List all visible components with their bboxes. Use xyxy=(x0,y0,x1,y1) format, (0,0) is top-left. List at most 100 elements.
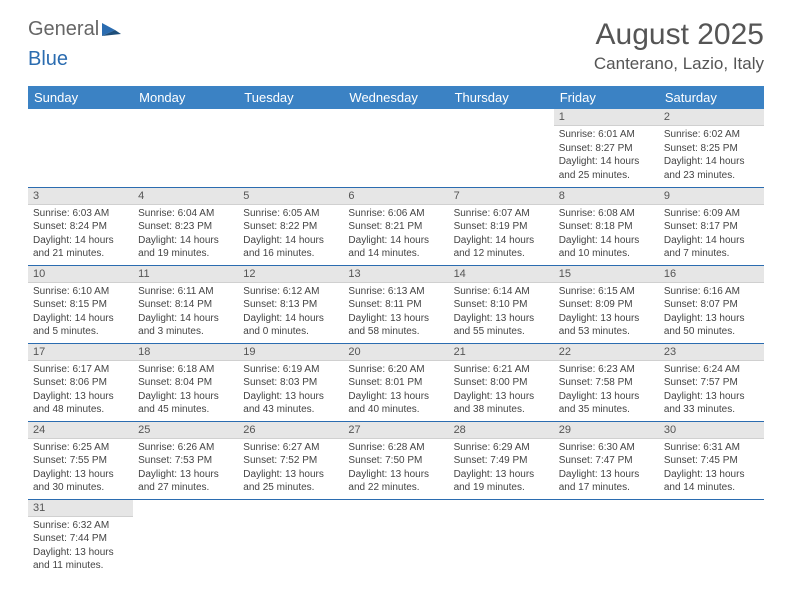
daylight-text-2: and 27 minutes. xyxy=(138,481,233,495)
sunset-text: Sunset: 8:03 PM xyxy=(243,376,338,390)
day-number: 10 xyxy=(28,266,133,283)
day-content: Sunrise: 6:06 AMSunset: 8:21 PMDaylight:… xyxy=(343,205,448,263)
day-content: Sunrise: 6:10 AMSunset: 8:15 PMDaylight:… xyxy=(28,283,133,341)
daylight-text-2: and 40 minutes. xyxy=(348,403,443,417)
day-number: 22 xyxy=(554,344,659,361)
calendar-cell xyxy=(343,499,448,577)
daylight-text-1: Daylight: 13 hours xyxy=(138,468,233,482)
daylight-text-2: and 45 minutes. xyxy=(138,403,233,417)
sunset-text: Sunset: 8:14 PM xyxy=(138,298,233,312)
sunset-text: Sunset: 7:50 PM xyxy=(348,454,443,468)
day-content: Sunrise: 6:24 AMSunset: 7:57 PMDaylight:… xyxy=(659,361,764,419)
calendar-cell: 13Sunrise: 6:13 AMSunset: 8:11 PMDayligh… xyxy=(343,265,448,343)
daylight-text-1: Daylight: 14 hours xyxy=(243,234,338,248)
day-number: 8 xyxy=(554,188,659,205)
daylight-text-1: Daylight: 14 hours xyxy=(454,234,549,248)
day-content: Sunrise: 6:28 AMSunset: 7:50 PMDaylight:… xyxy=(343,439,448,497)
daylight-text-2: and 43 minutes. xyxy=(243,403,338,417)
location-label: Canterano, Lazio, Italy xyxy=(594,54,764,74)
sunrise-text: Sunrise: 6:26 AM xyxy=(138,441,233,455)
sunrise-text: Sunrise: 6:05 AM xyxy=(243,207,338,221)
sunset-text: Sunset: 8:13 PM xyxy=(243,298,338,312)
day-content: Sunrise: 6:30 AMSunset: 7:47 PMDaylight:… xyxy=(554,439,659,497)
day-content: Sunrise: 6:04 AMSunset: 8:23 PMDaylight:… xyxy=(133,205,238,263)
weekday-header-row: SundayMondayTuesdayWednesdayThursdayFrid… xyxy=(28,86,764,109)
calendar-cell: 9Sunrise: 6:09 AMSunset: 8:17 PMDaylight… xyxy=(659,187,764,265)
daylight-text-2: and 0 minutes. xyxy=(243,325,338,339)
calendar-row: 10Sunrise: 6:10 AMSunset: 8:15 PMDayligh… xyxy=(28,265,764,343)
calendar-cell: 4Sunrise: 6:04 AMSunset: 8:23 PMDaylight… xyxy=(133,187,238,265)
daylight-text-2: and 17 minutes. xyxy=(559,481,654,495)
sunrise-text: Sunrise: 6:14 AM xyxy=(454,285,549,299)
sunrise-text: Sunrise: 6:04 AM xyxy=(138,207,233,221)
day-content: Sunrise: 6:01 AMSunset: 8:27 PMDaylight:… xyxy=(554,126,659,184)
sunset-text: Sunset: 7:55 PM xyxy=(33,454,128,468)
sunset-text: Sunset: 8:22 PM xyxy=(243,220,338,234)
daylight-text-1: Daylight: 13 hours xyxy=(454,390,549,404)
calendar-cell xyxy=(238,499,343,577)
day-number: 5 xyxy=(238,188,343,205)
day-number: 2 xyxy=(659,109,764,126)
day-number: 14 xyxy=(449,266,554,283)
sunset-text: Sunset: 7:49 PM xyxy=(454,454,549,468)
sunset-text: Sunset: 8:19 PM xyxy=(454,220,549,234)
daylight-text-1: Daylight: 14 hours xyxy=(33,234,128,248)
sunset-text: Sunset: 8:07 PM xyxy=(664,298,759,312)
day-content: Sunrise: 6:11 AMSunset: 8:14 PMDaylight:… xyxy=(133,283,238,341)
calendar-cell xyxy=(659,499,764,577)
daylight-text-2: and 35 minutes. xyxy=(559,403,654,417)
day-content: Sunrise: 6:19 AMSunset: 8:03 PMDaylight:… xyxy=(238,361,343,419)
day-content: Sunrise: 6:14 AMSunset: 8:10 PMDaylight:… xyxy=(449,283,554,341)
daylight-text-2: and 19 minutes. xyxy=(454,481,549,495)
sunrise-text: Sunrise: 6:10 AM xyxy=(33,285,128,299)
calendar-cell xyxy=(449,109,554,187)
daylight-text-1: Daylight: 14 hours xyxy=(138,312,233,326)
day-content: Sunrise: 6:12 AMSunset: 8:13 PMDaylight:… xyxy=(238,283,343,341)
day-number: 31 xyxy=(28,500,133,517)
daylight-text-1: Daylight: 13 hours xyxy=(664,312,759,326)
day-number: 3 xyxy=(28,188,133,205)
daylight-text-1: Daylight: 14 hours xyxy=(33,312,128,326)
daylight-text-2: and 25 minutes. xyxy=(559,169,654,183)
day-number: 16 xyxy=(659,266,764,283)
daylight-text-2: and 25 minutes. xyxy=(243,481,338,495)
sunrise-text: Sunrise: 6:06 AM xyxy=(348,207,443,221)
day-content: Sunrise: 6:09 AMSunset: 8:17 PMDaylight:… xyxy=(659,205,764,263)
day-content: Sunrise: 6:31 AMSunset: 7:45 PMDaylight:… xyxy=(659,439,764,497)
sunrise-text: Sunrise: 6:28 AM xyxy=(348,441,443,455)
daylight-text-1: Daylight: 13 hours xyxy=(664,468,759,482)
daylight-text-2: and 21 minutes. xyxy=(33,247,128,261)
calendar-cell: 6Sunrise: 6:06 AMSunset: 8:21 PMDaylight… xyxy=(343,187,448,265)
sunset-text: Sunset: 8:21 PM xyxy=(348,220,443,234)
calendar-row: 1Sunrise: 6:01 AMSunset: 8:27 PMDaylight… xyxy=(28,109,764,187)
day-number: 28 xyxy=(449,422,554,439)
calendar-cell: 19Sunrise: 6:19 AMSunset: 8:03 PMDayligh… xyxy=(238,343,343,421)
logo-text-1: General xyxy=(28,18,99,41)
sunset-text: Sunset: 7:58 PM xyxy=(559,376,654,390)
day-number: 9 xyxy=(659,188,764,205)
day-content: Sunrise: 6:15 AMSunset: 8:09 PMDaylight:… xyxy=(554,283,659,341)
day-content: Sunrise: 6:20 AMSunset: 8:01 PMDaylight:… xyxy=(343,361,448,419)
calendar-cell: 18Sunrise: 6:18 AMSunset: 8:04 PMDayligh… xyxy=(133,343,238,421)
day-content: Sunrise: 6:16 AMSunset: 8:07 PMDaylight:… xyxy=(659,283,764,341)
calendar-cell: 23Sunrise: 6:24 AMSunset: 7:57 PMDayligh… xyxy=(659,343,764,421)
sunrise-text: Sunrise: 6:02 AM xyxy=(664,128,759,142)
sunset-text: Sunset: 7:44 PM xyxy=(33,532,128,546)
sunrise-text: Sunrise: 6:30 AM xyxy=(559,441,654,455)
sunset-text: Sunset: 7:47 PM xyxy=(559,454,654,468)
sunset-text: Sunset: 8:01 PM xyxy=(348,376,443,390)
daylight-text-2: and 33 minutes. xyxy=(664,403,759,417)
daylight-text-1: Daylight: 13 hours xyxy=(33,468,128,482)
calendar-cell xyxy=(449,499,554,577)
daylight-text-1: Daylight: 13 hours xyxy=(454,468,549,482)
calendar-cell: 2Sunrise: 6:02 AMSunset: 8:25 PMDaylight… xyxy=(659,109,764,187)
day-number: 26 xyxy=(238,422,343,439)
daylight-text-1: Daylight: 14 hours xyxy=(664,234,759,248)
daylight-text-2: and 23 minutes. xyxy=(664,169,759,183)
sunrise-text: Sunrise: 6:03 AM xyxy=(33,207,128,221)
calendar-cell: 5 Sunrise: 6:05 AMSunset: 8:22 PMDaylight… xyxy=(238,187,343,265)
calendar-cell: 30Sunrise: 6:31 AMSunset: 7:45 PMDayligh… xyxy=(659,421,764,499)
day-number: 21 xyxy=(449,344,554,361)
day-number: 24 xyxy=(28,422,133,439)
daylight-text-1: Daylight: 13 hours xyxy=(348,312,443,326)
